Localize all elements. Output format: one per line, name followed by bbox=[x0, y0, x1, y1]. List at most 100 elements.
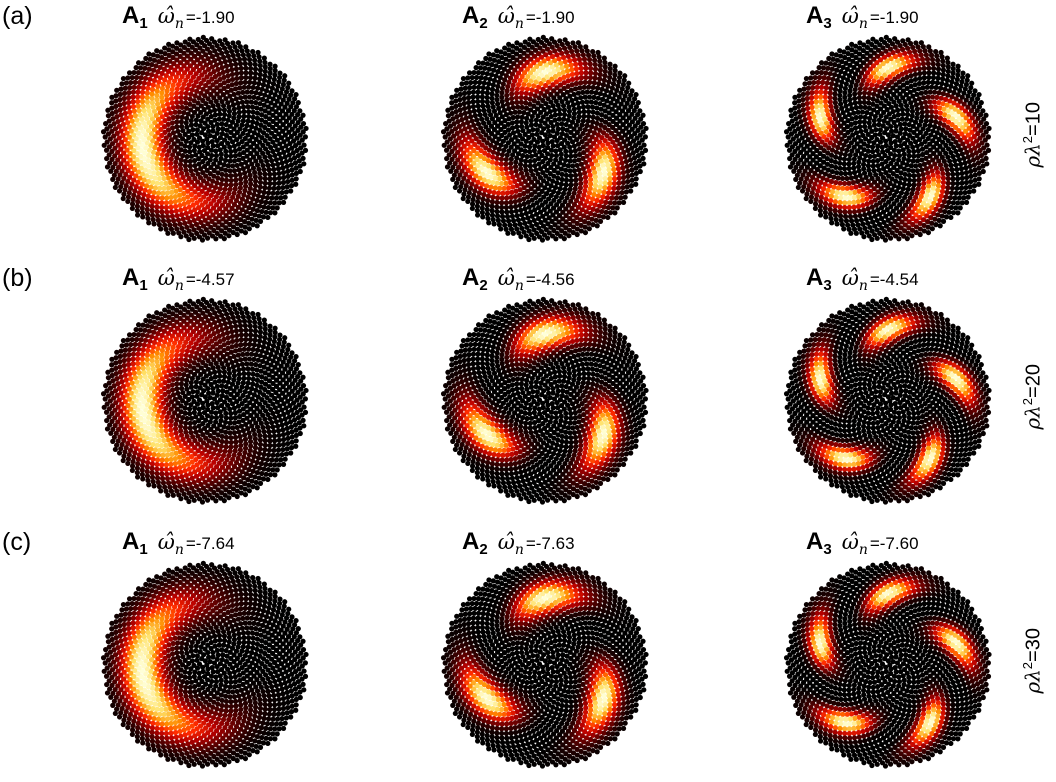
lattice-site bbox=[968, 147, 974, 153]
lattice-site bbox=[540, 223, 547, 229]
lattice-site bbox=[179, 123, 185, 130]
lattice-site bbox=[804, 164, 811, 170]
lattice-site bbox=[905, 198, 911, 205]
lattice-site bbox=[590, 206, 596, 212]
lattice-site bbox=[474, 150, 480, 157]
lattice-site bbox=[140, 60, 146, 66]
lattice-site bbox=[844, 147, 850, 153]
lattice-site bbox=[502, 222, 508, 228]
lattice-site bbox=[154, 180, 160, 186]
lattice-site bbox=[551, 188, 557, 195]
lattice-site bbox=[281, 139, 287, 145]
lattice-site bbox=[849, 148, 855, 154]
lattice-site bbox=[633, 181, 639, 187]
lattice-site bbox=[510, 54, 516, 61]
lattice-site bbox=[916, 66, 923, 72]
lattice-site bbox=[795, 126, 802, 132]
lattice-site bbox=[246, 226, 252, 232]
lattice-site bbox=[121, 191, 127, 197]
lattice-site bbox=[491, 170, 497, 176]
lattice-site bbox=[818, 121, 825, 127]
lattice-site bbox=[254, 223, 260, 229]
lattice-site bbox=[220, 216, 226, 222]
lattice-site bbox=[203, 453, 210, 459]
lattice-site bbox=[192, 47, 199, 53]
lattice-site bbox=[185, 373, 191, 379]
lattice-site bbox=[254, 207, 260, 214]
lattice-site bbox=[620, 169, 627, 176]
lattice-site bbox=[280, 122, 286, 128]
lattice-site bbox=[216, 219, 222, 225]
lattice-site bbox=[542, 185, 548, 191]
lattice-site bbox=[211, 167, 217, 174]
lattice-site bbox=[266, 79, 272, 85]
lattice-site bbox=[860, 47, 866, 54]
lattice-site bbox=[178, 409, 184, 415]
lattice-site bbox=[503, 143, 509, 150]
lattice-site bbox=[216, 378, 222, 384]
lattice-site bbox=[447, 123, 454, 129]
lattice-site bbox=[453, 138, 459, 144]
lattice-site bbox=[587, 138, 593, 144]
lattice-site bbox=[825, 167, 831, 173]
lattice-site bbox=[626, 80, 632, 86]
lattice-site bbox=[286, 96, 292, 102]
lattice-site bbox=[901, 181, 907, 187]
lattice-site bbox=[534, 57, 541, 63]
lattice-site bbox=[503, 111, 510, 118]
lattice-site bbox=[945, 92, 951, 98]
lattice-site bbox=[154, 208, 160, 215]
lattice-site bbox=[228, 87, 234, 93]
lattice-site bbox=[545, 160, 551, 167]
lattice-site bbox=[877, 127, 883, 133]
lattice-site bbox=[605, 104, 611, 110]
lattice-site bbox=[504, 190, 510, 196]
lattice-site bbox=[156, 175, 163, 182]
lattice-site bbox=[256, 166, 262, 172]
lattice-site bbox=[212, 107, 218, 113]
lattice-site bbox=[280, 179, 287, 186]
lattice-site bbox=[811, 128, 817, 134]
lattice-site bbox=[129, 74, 135, 81]
lattice-site bbox=[170, 218, 177, 224]
lattice-site bbox=[588, 210, 594, 217]
lattice-site bbox=[181, 447, 187, 453]
lattice-site bbox=[474, 163, 480, 169]
lattice-site bbox=[496, 175, 503, 182]
lattice-site bbox=[612, 72, 618, 78]
lattice-site bbox=[900, 76, 906, 83]
lattice-site bbox=[904, 116, 910, 122]
lattice-site bbox=[633, 91, 639, 98]
lattice-site bbox=[860, 60, 867, 66]
lattice-site bbox=[177, 221, 183, 227]
lattice-site bbox=[243, 209, 250, 215]
lattice-site bbox=[479, 181, 485, 187]
lattice-site bbox=[858, 104, 864, 110]
lattice-site bbox=[149, 86, 156, 92]
lattice-site bbox=[950, 200, 956, 206]
lattice-site bbox=[163, 72, 169, 79]
lattice-site bbox=[793, 164, 799, 170]
lattice-site bbox=[222, 37, 228, 43]
lattice-site bbox=[249, 134, 255, 140]
lattice-site bbox=[183, 400, 189, 406]
lattice-site bbox=[508, 199, 514, 205]
lattice-site bbox=[929, 109, 935, 115]
lattice-site bbox=[181, 110, 187, 116]
lattice-site bbox=[110, 116, 116, 122]
lattice-site bbox=[568, 182, 574, 188]
lattice-site bbox=[929, 190, 936, 196]
lattice-site bbox=[578, 70, 584, 76]
lattice-site bbox=[911, 129, 917, 136]
lattice-site bbox=[588, 181, 594, 187]
lattice-site bbox=[815, 141, 821, 148]
lattice-site bbox=[225, 202, 232, 208]
lattice-site bbox=[208, 113, 214, 120]
lattice-site bbox=[582, 224, 588, 230]
lattice-site bbox=[178, 234, 184, 240]
lattice-site bbox=[125, 75, 131, 81]
lattice-site bbox=[173, 430, 179, 436]
lattice-site bbox=[963, 169, 970, 176]
lattice-site bbox=[502, 45, 508, 51]
density-value: =20 bbox=[1022, 364, 1045, 398]
